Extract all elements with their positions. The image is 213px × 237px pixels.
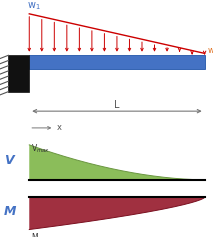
- Text: V$_{max}$: V$_{max}$: [31, 142, 50, 155]
- Text: M$_{max}$: M$_{max}$: [31, 231, 52, 237]
- Bar: [29, 55, 205, 69]
- Text: x: x: [56, 123, 61, 132]
- Text: V: V: [4, 154, 14, 167]
- Text: w$_1$: w$_1$: [27, 0, 41, 12]
- Text: M: M: [4, 205, 17, 218]
- Text: L: L: [114, 100, 120, 110]
- Bar: [8, 55, 29, 92]
- Text: w$_2$ = 0: w$_2$ = 0: [207, 45, 213, 57]
